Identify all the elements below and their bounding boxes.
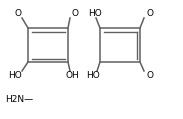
Text: HO: HO [88, 10, 102, 18]
Text: HO: HO [86, 72, 100, 80]
Text: O: O [147, 72, 154, 80]
Text: O: O [147, 10, 154, 18]
Text: HO: HO [8, 72, 22, 80]
Text: O: O [72, 10, 79, 18]
Text: O: O [14, 10, 21, 18]
Text: OH: OH [65, 72, 79, 80]
Text: H2N—: H2N— [5, 96, 33, 104]
